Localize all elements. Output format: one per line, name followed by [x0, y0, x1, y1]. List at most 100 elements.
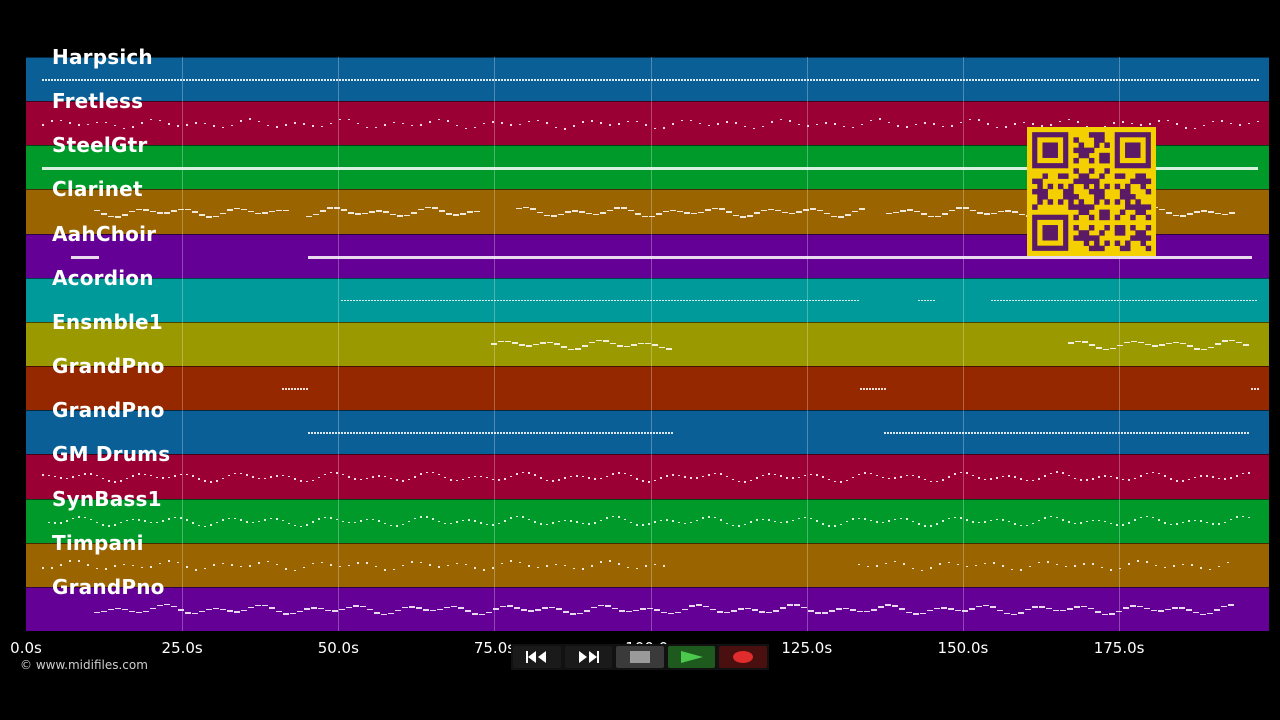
qr-module: [1088, 147, 1095, 154]
qr-module: [1088, 214, 1095, 221]
transport-controls: [511, 644, 769, 670]
qr-module: [1083, 230, 1090, 236]
qr-module: [1125, 183, 1131, 190]
stop-icon: [629, 651, 650, 663]
track-label: SynBass1: [52, 486, 162, 511]
qr-module: [1088, 225, 1095, 231]
qr-module: [1094, 178, 1100, 185]
qr-module: [1094, 199, 1100, 205]
qr-module: [1099, 173, 1105, 179]
track-band: [26, 542, 1269, 587]
qr-module: [1094, 235, 1100, 241]
qr-module: [1083, 240, 1090, 246]
qr-module: [1099, 209, 1105, 216]
qr-module: [1099, 152, 1105, 159]
qr-module: [1078, 142, 1085, 148]
qr-module: [1083, 173, 1090, 179]
qr-module: [1068, 183, 1074, 190]
qr-module: [1073, 204, 1079, 210]
track-band: [26, 454, 1269, 499]
qr-module: [1073, 214, 1079, 221]
qr-module: [1088, 204, 1095, 210]
qr-module: [1099, 245, 1105, 252]
qr-module: [1135, 173, 1141, 179]
qr-module: [1094, 132, 1100, 138]
rewind-button[interactable]: [513, 646, 561, 668]
fast-forward-button[interactable]: [564, 646, 613, 668]
track-label: Harpsich: [52, 45, 153, 69]
time-tick-label: 0.0s: [10, 639, 42, 657]
qr-module: [1099, 188, 1105, 195]
qr-module: [1119, 230, 1126, 236]
qr-module: [1094, 240, 1100, 246]
qr-module: [1104, 183, 1110, 190]
qr-module: [1047, 199, 1054, 205]
qr-module: [1140, 235, 1146, 241]
qr-module: [1135, 235, 1141, 241]
qr-module: [1130, 235, 1136, 241]
qr-module: [1140, 173, 1146, 179]
qr-module: [1073, 178, 1079, 185]
qr-module: [1083, 178, 1090, 185]
qr-module: [1135, 209, 1141, 216]
qr-module: [1094, 188, 1100, 195]
qr-module: [1125, 194, 1131, 200]
qr-module: [1114, 173, 1121, 179]
qr-module: [1042, 188, 1048, 195]
track-label: GM Drums: [52, 442, 171, 467]
qr-module: [1088, 168, 1095, 174]
track-label: GrandPno: [52, 398, 165, 423]
qr-module: [1037, 199, 1043, 205]
qr-module: [1140, 240, 1146, 246]
qr-module: [1119, 194, 1126, 200]
qr-module: [1047, 183, 1054, 190]
qr-module: [1068, 188, 1074, 195]
stop-button[interactable]: [616, 646, 664, 668]
qr-module: [1145, 178, 1152, 185]
qr-module: [1078, 230, 1085, 236]
qr-module: [1104, 240, 1110, 246]
play-button[interactable]: [667, 646, 716, 668]
qr-module: [1145, 225, 1152, 231]
track-label: Clarinet: [52, 177, 143, 202]
qr-module: [1073, 235, 1079, 241]
qr-module: [1073, 157, 1079, 164]
qr-module: [1119, 173, 1126, 179]
track-label: Ensmble1: [52, 309, 163, 334]
qr-module: [1125, 188, 1131, 195]
qr-module: [1094, 245, 1100, 252]
qr-module: [1083, 152, 1090, 159]
qr-module: [1032, 204, 1038, 210]
qr-module: [1063, 173, 1069, 179]
qr-module: [1073, 225, 1079, 231]
qr-module: [1114, 225, 1121, 231]
qr-module: [1037, 194, 1043, 200]
track-band: [26, 586, 1269, 631]
qr-module: [1063, 188, 1069, 195]
record-button[interactable]: [719, 646, 767, 668]
qr-module: [1145, 245, 1152, 252]
time-tick-label: 175.0s: [1093, 639, 1145, 657]
qr-module: [1088, 188, 1095, 195]
qr-module: [1135, 204, 1141, 210]
track-label: GrandPno: [52, 354, 165, 379]
play-icon: [680, 651, 703, 663]
qr-module: [1037, 183, 1043, 190]
qr-module: [1130, 214, 1136, 221]
qr-module: [1104, 199, 1110, 205]
qr-module: [1068, 204, 1074, 210]
qr-module: [1104, 152, 1110, 159]
qr-finder-pattern: [1032, 214, 1069, 251]
track-band: [26, 366, 1269, 411]
qr-module: [1078, 235, 1085, 241]
track-band: [26, 410, 1269, 455]
time-tick-label: 50.0s: [317, 639, 359, 657]
qr-module: [1068, 194, 1074, 200]
qr-code[interactable]: [1027, 127, 1156, 256]
qr-module: [1073, 147, 1079, 154]
qr-module: [1078, 147, 1085, 154]
fast-forward-icon: [579, 651, 600, 663]
qr-module: [1130, 194, 1136, 200]
qr-module: [1083, 147, 1090, 154]
qr-module: [1119, 225, 1126, 231]
